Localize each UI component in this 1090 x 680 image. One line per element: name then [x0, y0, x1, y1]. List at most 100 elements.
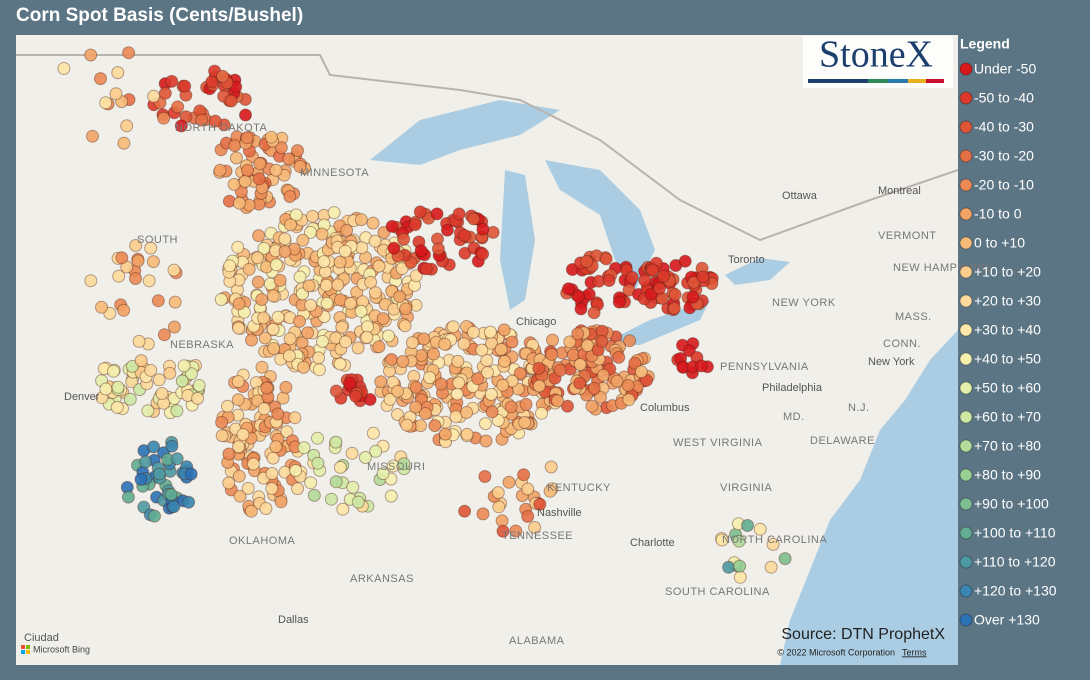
station-dot	[544, 460, 558, 474]
station-dot	[395, 262, 409, 276]
city-label: Dallas	[278, 614, 309, 626]
station-dot	[214, 293, 228, 306]
station-dot	[229, 151, 243, 165]
terms-link[interactable]: Terms	[902, 647, 927, 657]
station-dot	[231, 240, 245, 254]
station-dot	[302, 279, 316, 293]
station-dot	[753, 522, 767, 536]
logo-bar	[808, 79, 868, 83]
station-dot	[141, 404, 155, 418]
station-dot	[513, 366, 527, 380]
station-dot	[139, 455, 152, 469]
station-dot	[271, 310, 285, 324]
station-dot	[165, 74, 179, 88]
station-dot	[385, 219, 399, 233]
station-dot	[460, 406, 474, 419]
station-dot	[438, 427, 452, 441]
station-dot	[142, 274, 156, 288]
station-dot	[384, 489, 398, 503]
station-dot	[491, 486, 505, 500]
station-dot	[251, 251, 264, 265]
station-dot	[304, 476, 318, 490]
station-dot	[231, 375, 245, 388]
station-dot	[174, 119, 188, 133]
state-label: MINNESOTA	[300, 167, 369, 179]
station-dot	[280, 425, 294, 439]
station-dot	[252, 172, 266, 186]
station-dot	[505, 335, 519, 349]
station-dot	[409, 269, 423, 283]
station-dot	[278, 232, 292, 246]
station-dot	[553, 363, 567, 377]
station-dot	[657, 269, 670, 283]
station-dot	[331, 278, 345, 292]
station-dot	[398, 319, 412, 333]
station-dot	[316, 334, 329, 348]
station-dot	[581, 339, 594, 353]
station-dot	[449, 410, 463, 424]
station-dot	[260, 381, 274, 395]
station-dot	[84, 274, 98, 288]
station-dot	[291, 482, 304, 496]
station-dot	[428, 419, 442, 433]
station-dot	[120, 119, 134, 133]
station-dot	[253, 157, 267, 171]
station-dot	[311, 456, 325, 470]
station-dot	[215, 429, 229, 443]
station-dot	[377, 226, 391, 239]
logo-bar	[888, 79, 908, 83]
station-dot	[233, 489, 247, 503]
station-dot	[391, 384, 405, 398]
legend-label: +30 to +40	[974, 322, 1041, 338]
legend-swatch	[959, 410, 973, 424]
station-dot	[485, 405, 499, 419]
state-label: ALABAMA	[509, 635, 565, 647]
station-dot	[317, 255, 331, 269]
station-dot	[195, 113, 209, 127]
station-dot	[297, 360, 310, 374]
station-dot	[374, 375, 388, 389]
station-dot	[354, 213, 368, 227]
station-dot	[417, 332, 431, 346]
legend-label: +10 to +20	[974, 264, 1041, 280]
station-dot	[224, 94, 238, 108]
station-dot	[483, 325, 497, 339]
station-dot	[354, 304, 368, 318]
station-dot	[413, 205, 427, 219]
station-dot	[157, 328, 171, 342]
station-dot	[722, 560, 736, 574]
station-dot	[344, 296, 357, 310]
legend-label: +60 to +70	[974, 409, 1041, 425]
station-dot	[158, 86, 172, 100]
station-dot	[338, 244, 352, 258]
station-dot	[216, 69, 230, 83]
lake-erie	[600, 300, 710, 345]
station-dot	[264, 130, 278, 144]
station-dot	[258, 331, 272, 345]
station-dot	[215, 415, 229, 429]
station-dot	[646, 263, 660, 277]
station-dot	[95, 300, 108, 314]
city-label: Ottawa	[782, 190, 818, 202]
legend-swatch	[959, 149, 973, 163]
state-label: NEBRASKA	[170, 339, 234, 351]
station-dot	[668, 288, 682, 302]
station-dot	[155, 387, 169, 400]
station-dot	[430, 207, 444, 221]
bing-icon	[26, 645, 30, 649]
station-dot	[595, 334, 609, 348]
station-dot	[329, 475, 343, 489]
station-dot	[293, 160, 307, 173]
station-dot	[265, 482, 279, 495]
station-dot	[278, 245, 292, 258]
stations	[57, 46, 792, 584]
station-dot	[94, 72, 107, 86]
station-dot	[452, 376, 466, 390]
station-dot	[269, 163, 283, 177]
city-label: Philadelphia	[762, 382, 823, 394]
station-dot	[563, 335, 577, 349]
station-dot	[369, 444, 383, 458]
station-dot	[167, 263, 181, 277]
station-dot	[244, 504, 258, 518]
station-dot	[479, 434, 493, 448]
